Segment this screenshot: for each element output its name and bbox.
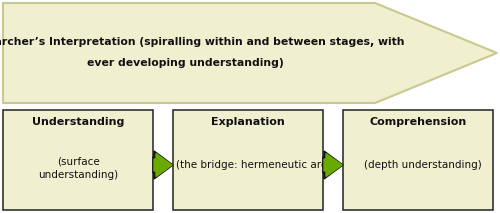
Text: Explanation: Explanation xyxy=(211,117,285,127)
FancyArrow shape xyxy=(153,151,173,179)
FancyArrow shape xyxy=(323,151,343,179)
Text: Comprehension: Comprehension xyxy=(370,117,466,127)
Text: (depth understanding): (depth understanding) xyxy=(364,160,482,170)
Polygon shape xyxy=(3,3,497,103)
FancyArrow shape xyxy=(324,154,342,177)
Text: Researcher’s Interpretation (spiralling within and between stages, with: Researcher’s Interpretation (spiralling … xyxy=(0,37,405,47)
Text: ever developing understanding): ever developing understanding) xyxy=(86,58,284,68)
Text: (the bridge: hermeneutic arc): (the bridge: hermeneutic arc) xyxy=(176,160,330,170)
FancyBboxPatch shape xyxy=(343,110,493,210)
FancyBboxPatch shape xyxy=(173,110,323,210)
FancyArrow shape xyxy=(154,154,172,177)
Text: (surface
understanding): (surface understanding) xyxy=(38,156,118,180)
FancyBboxPatch shape xyxy=(3,110,153,210)
Text: Understanding: Understanding xyxy=(32,117,124,127)
